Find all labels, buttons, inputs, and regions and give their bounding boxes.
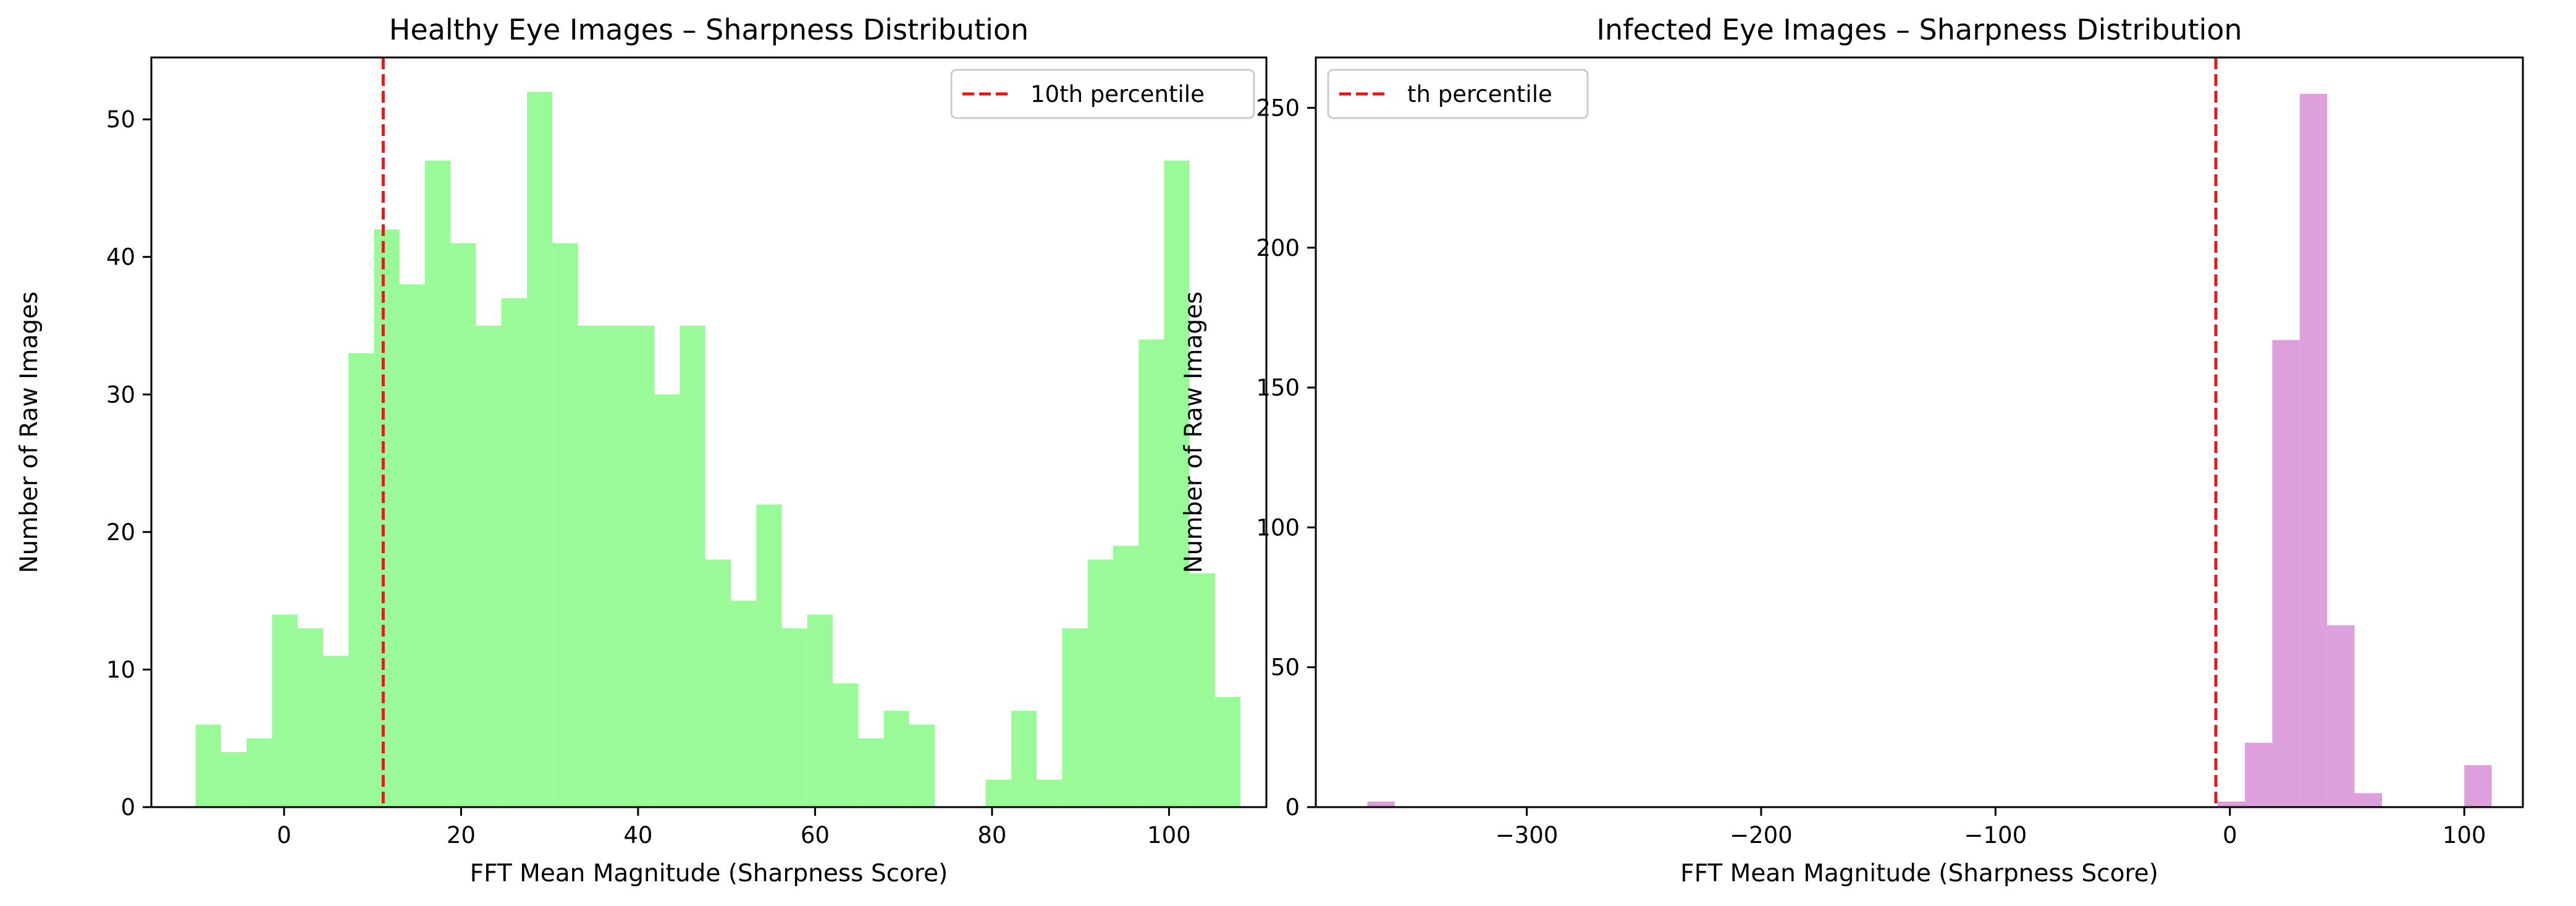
histogram-bar <box>603 326 629 807</box>
x-tick-label: 0 <box>277 822 292 849</box>
histogram-bar <box>297 628 323 807</box>
x-axis-label: FFT Mean Magnitude (Sharpness Score) <box>1680 860 2158 887</box>
histogram-bar <box>526 91 553 807</box>
histogram-bar <box>858 738 884 807</box>
y-tick-label: 10 <box>106 656 135 683</box>
histogram-bar <box>731 601 757 807</box>
y-tick-label: 50 <box>1271 654 1300 681</box>
histogram-bar <box>246 738 272 807</box>
histogram-bar <box>1139 339 1164 807</box>
histogram-bar <box>2217 801 2246 807</box>
legend-box <box>1327 69 1589 119</box>
x-tick-label: −300 <box>1496 822 1559 849</box>
y-tick-label: 250 <box>1256 95 1300 121</box>
chart-title: Infected Eye Images – Sharpness Distribu… <box>1596 13 2242 46</box>
histogram-bar <box>578 326 604 807</box>
x-tick-label: 100 <box>2443 822 2486 849</box>
histogram-bar <box>628 326 655 807</box>
plot-frame <box>1315 56 2524 808</box>
histogram-bar <box>322 656 349 807</box>
y-tick-label: 200 <box>1256 235 1300 261</box>
y-tick-label: 100 <box>1256 514 1300 541</box>
histogram-bar <box>348 353 374 807</box>
histogram-bar <box>2464 765 2492 807</box>
legend-label: th percentile <box>1407 81 1552 108</box>
histogram-bar <box>2354 793 2382 807</box>
x-tick-label: −100 <box>1964 822 2027 849</box>
y-tick-label: 50 <box>106 106 135 133</box>
histogram-bar <box>1113 546 1139 807</box>
y-axis-label: Number of Raw Images <box>1180 292 1208 574</box>
y-tick-label: 150 <box>1256 375 1300 401</box>
histogram-bar <box>399 284 425 807</box>
histogram-bar <box>2245 742 2273 807</box>
histogram-bar <box>1037 779 1063 807</box>
chart-panel-1: 0 20 40 60 80 100 0 10 20 30 40 50 Healthy Eye Image… <box>15 13 1268 887</box>
histogram-bar <box>909 724 935 807</box>
legend-label: 10th percentile <box>1030 81 1205 108</box>
histogram-bar <box>450 243 476 807</box>
histogram-bar <box>781 628 807 807</box>
histogram-bar <box>1214 696 1241 807</box>
histogram-bar <box>374 229 400 807</box>
x-tick-label: 40 <box>623 822 652 849</box>
histogram-bar <box>1367 801 1395 807</box>
histogram-bar <box>1164 160 1190 807</box>
x-tick-label: 60 <box>801 822 830 849</box>
x-tick-label: 20 <box>447 822 476 849</box>
legend: th percentile <box>1327 69 1589 119</box>
histogram-bar <box>1011 711 1037 807</box>
histogram-bar <box>272 614 298 807</box>
histogram-bar <box>195 724 221 807</box>
histogram-bar <box>2299 93 2328 807</box>
histogram-bar <box>1062 628 1088 807</box>
legend-box <box>950 69 1255 119</box>
histogram-bar <box>883 711 909 807</box>
y-tick-label: 0 <box>120 794 135 821</box>
chart-title: Healthy Eye Images – Sharpness Distribut… <box>389 13 1029 46</box>
histogram-bar <box>985 779 1011 807</box>
y-tick-label: 20 <box>106 519 135 546</box>
histogram-bar <box>424 160 451 807</box>
histogram-bars <box>1367 93 2492 807</box>
histogram-bar <box>1087 559 1113 807</box>
histogram-bar <box>501 298 527 807</box>
histogram-bar <box>680 326 705 807</box>
histogram-bar <box>705 559 731 807</box>
x-axis-label: FFT Mean Magnitude (Sharpness Score) <box>470 860 948 887</box>
x-tick-label: 80 <box>977 822 1006 849</box>
plot-frame <box>150 56 1268 808</box>
histogram-bar <box>807 614 833 807</box>
histogram-bar <box>654 394 680 807</box>
x-tick-label: 100 <box>1147 822 1191 849</box>
y-axis-label: Number of Raw Images <box>15 292 43 574</box>
y-tick-label: 40 <box>106 244 135 271</box>
y-tick-label: 0 <box>1285 794 1300 821</box>
histogram-bar <box>552 243 578 807</box>
legend: 10th percentile <box>950 69 1255 119</box>
histogram-bar <box>2327 625 2355 807</box>
histogram-bar <box>833 683 859 807</box>
histogram-bar <box>1189 573 1215 807</box>
x-tick-label: −200 <box>1730 822 1793 849</box>
chart-panel-2: −300 −200 −100 0 100 0 50 100 150 200 250 Infected … <box>1180 13 2524 887</box>
x-tick-label: 0 <box>2223 822 2237 849</box>
histogram-bar <box>2272 340 2300 807</box>
histogram-bar <box>221 751 247 807</box>
y-tick-label: 30 <box>106 381 135 408</box>
histogram-bars <box>195 91 1241 807</box>
histogram-bar <box>756 504 782 807</box>
histogram-bar <box>476 326 502 807</box>
